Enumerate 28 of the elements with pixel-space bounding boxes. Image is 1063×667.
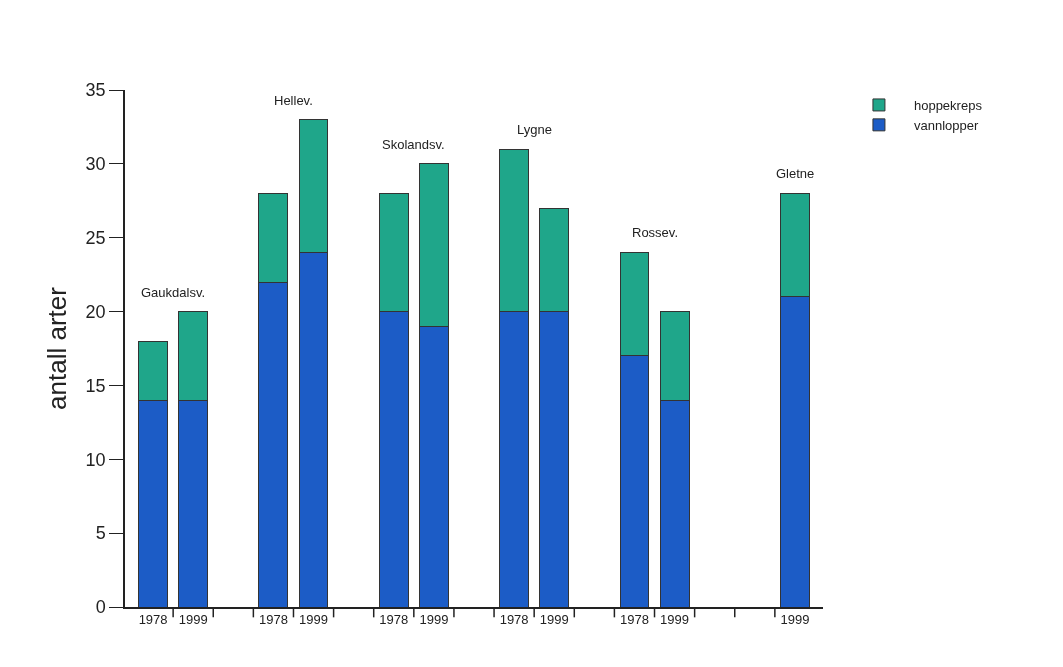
legend-label: hoppekreps	[913, 98, 983, 114]
y-tick-label: 5	[95, 523, 106, 544]
legend-label: vannlopper	[913, 117, 979, 133]
y-tick-label: 20	[85, 301, 106, 322]
y-tick-label: 35	[85, 80, 106, 101]
annotation: Lygne	[517, 122, 552, 137]
y-tick-label: 10	[85, 449, 106, 470]
y-axis-title: antall arter	[41, 286, 72, 410]
x-tick-label: 1999	[539, 612, 569, 628]
y-tick-label: 25	[85, 228, 106, 249]
annotation: Gaukdalsv.	[141, 285, 206, 300]
annotation: Gletne	[776, 166, 815, 181]
x-tick-label: 1999	[780, 612, 810, 628]
x-tick-label: 1978	[499, 612, 529, 628]
y-tick-label: 30	[85, 154, 106, 175]
x-tick-label: 1999	[299, 612, 328, 628]
annotation: Rossev.	[632, 225, 678, 240]
y-tick-label: 15	[85, 375, 106, 396]
x-tick-label: 1978	[379, 612, 409, 628]
x-tick-label: 1999	[660, 612, 690, 628]
x-tick-label: 1999	[419, 612, 449, 628]
x-tick-label: 1999	[178, 612, 208, 628]
annotation: Skolandsv.	[382, 137, 445, 152]
y-tick-label: 0	[95, 597, 106, 618]
x-tick-label: 1978	[258, 612, 288, 628]
x-tick-label: 1978	[620, 612, 649, 628]
annotation: Hellev.	[274, 93, 313, 108]
x-tick-label: 1978	[138, 612, 168, 628]
